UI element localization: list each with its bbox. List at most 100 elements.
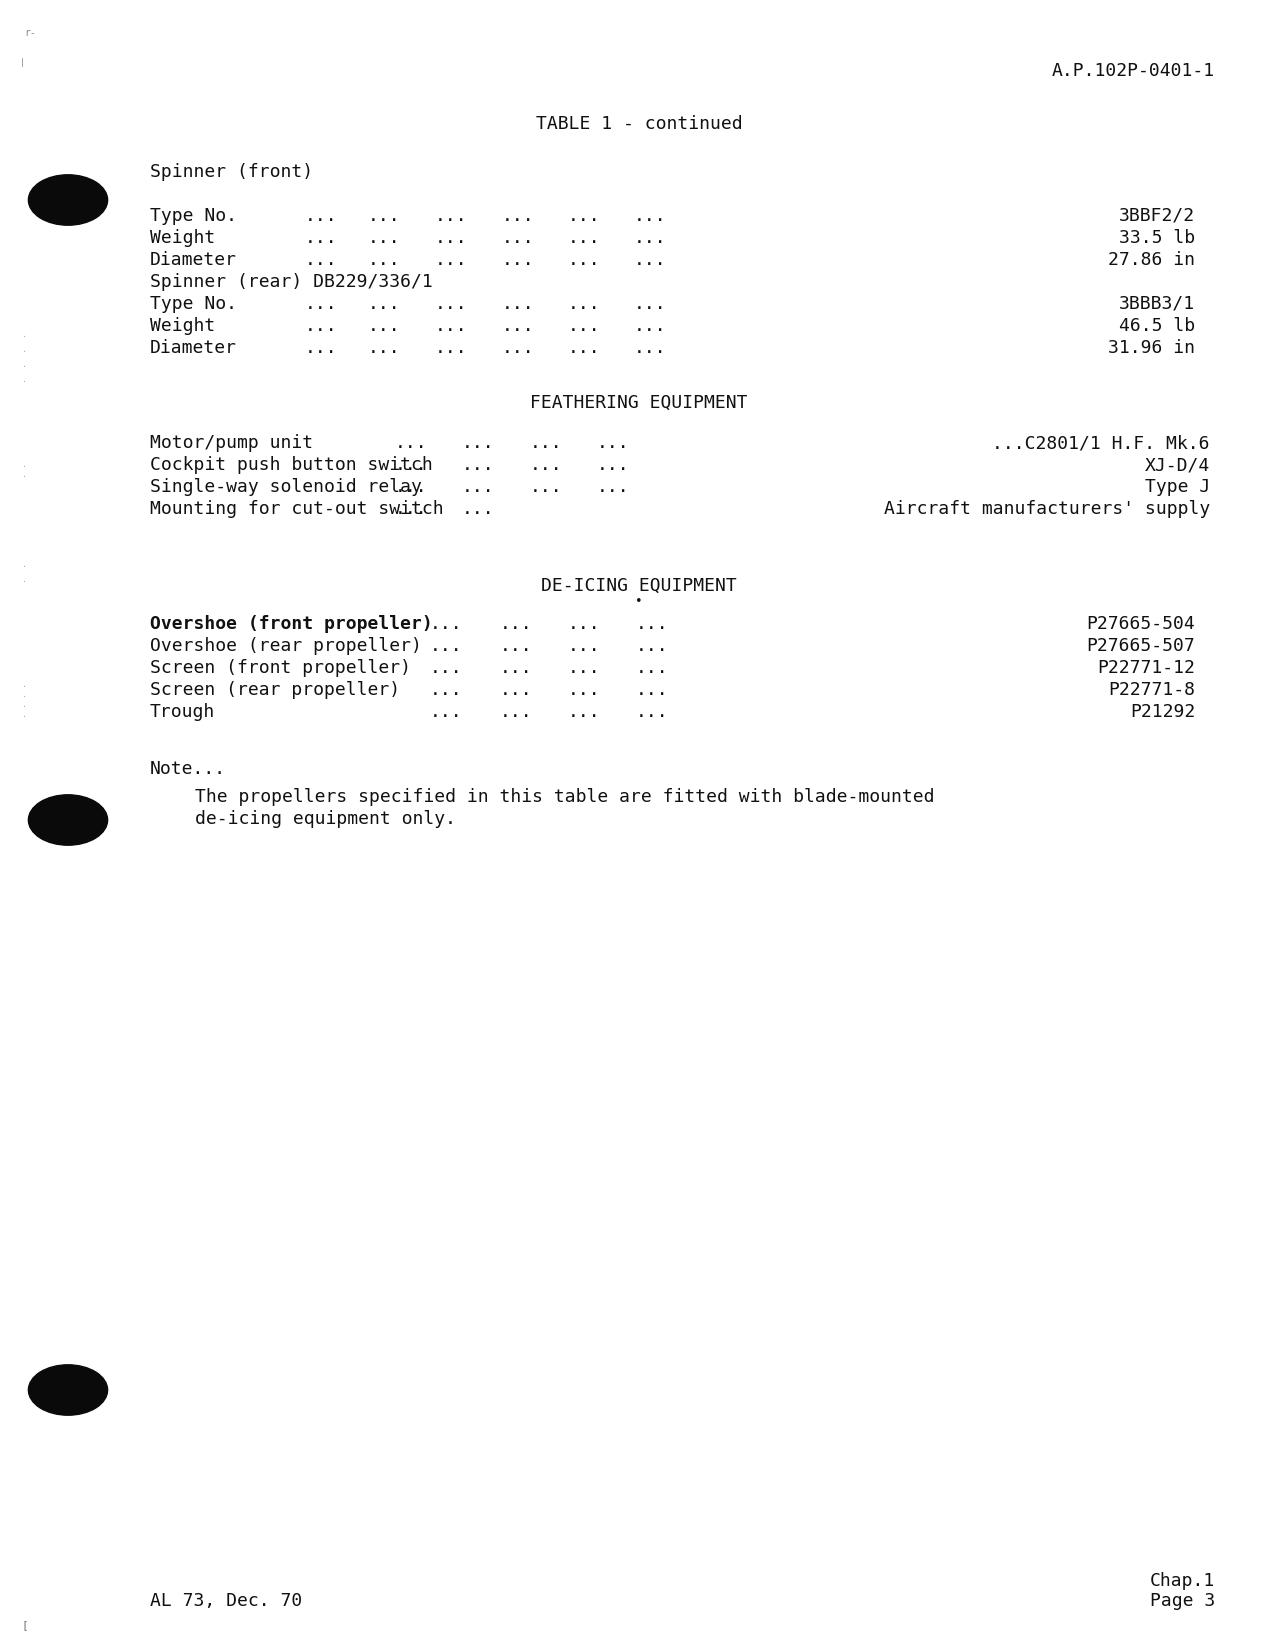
Text: TABLE 1 - continued: TABLE 1 - continued — [535, 115, 743, 133]
Text: Diameter: Diameter — [150, 339, 236, 357]
Text: ...: ... — [634, 229, 667, 247]
Text: ...: ... — [567, 637, 601, 656]
Text: Note...: Note... — [150, 759, 226, 777]
Text: ...: ... — [502, 229, 534, 247]
Text: ...: ... — [429, 659, 463, 677]
Text: ...: ... — [636, 637, 668, 656]
Text: ...: ... — [368, 250, 400, 268]
Text: ...: ... — [530, 435, 562, 451]
Text: Weight: Weight — [150, 316, 215, 334]
Text: AL 73, Dec. 70: AL 73, Dec. 70 — [150, 1593, 303, 1611]
Text: ...: ... — [636, 680, 668, 698]
Text: [: [ — [22, 1621, 28, 1631]
Text: ...: ... — [435, 250, 468, 268]
Ellipse shape — [28, 796, 107, 845]
Text: ...: ... — [395, 501, 428, 519]
Text: 33.5 lb: 33.5 lb — [1118, 229, 1195, 247]
Text: ...: ... — [435, 295, 468, 313]
Text: Weight: Weight — [150, 229, 215, 247]
Text: .: . — [22, 469, 27, 479]
Text: ...: ... — [502, 208, 534, 226]
Text: Type No.: Type No. — [150, 295, 236, 313]
Text: ...: ... — [502, 250, 534, 268]
Text: .: . — [22, 680, 27, 688]
Text: Spinner (front): Spinner (front) — [150, 163, 313, 181]
Text: ...: ... — [597, 478, 630, 496]
Text: ...: ... — [435, 339, 468, 357]
Text: Overshoe (front propeller): Overshoe (front propeller) — [150, 614, 433, 632]
Text: .: . — [22, 460, 27, 469]
Text: ...: ... — [567, 659, 601, 677]
Text: 3BBF2/2: 3BBF2/2 — [1118, 208, 1195, 226]
Text: DE-ICING EQUIPMENT: DE-ICING EQUIPMENT — [541, 576, 737, 595]
Text: XJ-D/4: XJ-D/4 — [1145, 456, 1210, 474]
Text: The propellers specified in this table are fitted with blade-mounted: The propellers specified in this table a… — [196, 787, 934, 805]
Text: ...: ... — [305, 208, 337, 226]
Text: FEATHERING EQUIPMENT: FEATHERING EQUIPMENT — [530, 394, 748, 412]
Text: .: . — [22, 560, 27, 568]
Text: P27665-507: P27665-507 — [1086, 637, 1195, 656]
Text: ...: ... — [429, 637, 463, 656]
Text: ...: ... — [305, 316, 337, 334]
Text: Spinner (rear) DB229/336/1: Spinner (rear) DB229/336/1 — [150, 273, 433, 292]
Text: ...: ... — [500, 637, 533, 656]
Text: ...: ... — [305, 295, 337, 313]
Text: Screen (front propeller): Screen (front propeller) — [150, 659, 412, 677]
Text: •: • — [635, 595, 643, 608]
Text: P22771-12: P22771-12 — [1097, 659, 1195, 677]
Text: ...: ... — [567, 614, 601, 632]
Text: ...: ... — [395, 456, 428, 474]
Text: ...: ... — [435, 208, 468, 226]
Text: ...: ... — [567, 703, 601, 721]
Text: .: . — [22, 575, 27, 585]
Text: ...: ... — [567, 208, 601, 226]
Text: 3BBB3/1: 3BBB3/1 — [1118, 295, 1195, 313]
Text: .: . — [22, 700, 27, 708]
Text: ...: ... — [597, 435, 630, 451]
Text: ...: ... — [634, 208, 667, 226]
Ellipse shape — [28, 175, 107, 226]
Text: .: . — [22, 376, 27, 384]
Text: Page 3: Page 3 — [1150, 1593, 1215, 1611]
Text: ...: ... — [567, 295, 601, 313]
Text: ...: ... — [395, 435, 428, 451]
Text: 46.5 lb: 46.5 lb — [1118, 316, 1195, 334]
Text: ...: ... — [530, 478, 562, 496]
Text: ...: ... — [429, 680, 463, 698]
Text: Chap.1: Chap.1 — [1150, 1571, 1215, 1589]
Text: 31.96 in: 31.96 in — [1108, 339, 1195, 357]
Text: ...: ... — [530, 456, 562, 474]
Text: ...: ... — [463, 501, 495, 519]
Text: Single-way solenoid relay: Single-way solenoid relay — [150, 478, 422, 496]
Text: ...: ... — [502, 295, 534, 313]
Text: ...: ... — [567, 316, 601, 334]
Text: ...: ... — [305, 339, 337, 357]
Text: Screen (rear propeller): Screen (rear propeller) — [150, 680, 400, 698]
Text: ...: ... — [634, 339, 667, 357]
Ellipse shape — [28, 1365, 107, 1415]
Text: ...: ... — [500, 659, 533, 677]
Text: .: . — [22, 710, 27, 720]
Text: .: . — [22, 361, 27, 369]
Text: ...: ... — [500, 680, 533, 698]
Text: ...: ... — [368, 316, 400, 334]
Text: ...: ... — [634, 295, 667, 313]
Text: ...: ... — [368, 295, 400, 313]
Text: ...: ... — [395, 478, 428, 496]
Text: ...: ... — [305, 229, 337, 247]
Text: ...: ... — [368, 208, 400, 226]
Text: ...: ... — [634, 250, 667, 268]
Text: de-icing equipment only.: de-icing equipment only. — [196, 810, 456, 828]
Text: .: . — [22, 690, 27, 698]
Text: ...: ... — [435, 316, 468, 334]
Text: r-: r- — [24, 28, 36, 38]
Text: Aircraft manufacturers' supply: Aircraft manufacturers' supply — [884, 501, 1210, 519]
Text: ...: ... — [636, 614, 668, 632]
Text: Motor/pump unit: Motor/pump unit — [150, 435, 313, 451]
Text: ...: ... — [567, 680, 601, 698]
Text: ...: ... — [429, 703, 463, 721]
Text: Diameter: Diameter — [150, 250, 236, 268]
Text: ...: ... — [634, 316, 667, 334]
Text: Trough: Trough — [150, 703, 215, 721]
Text: ...: ... — [500, 614, 533, 632]
